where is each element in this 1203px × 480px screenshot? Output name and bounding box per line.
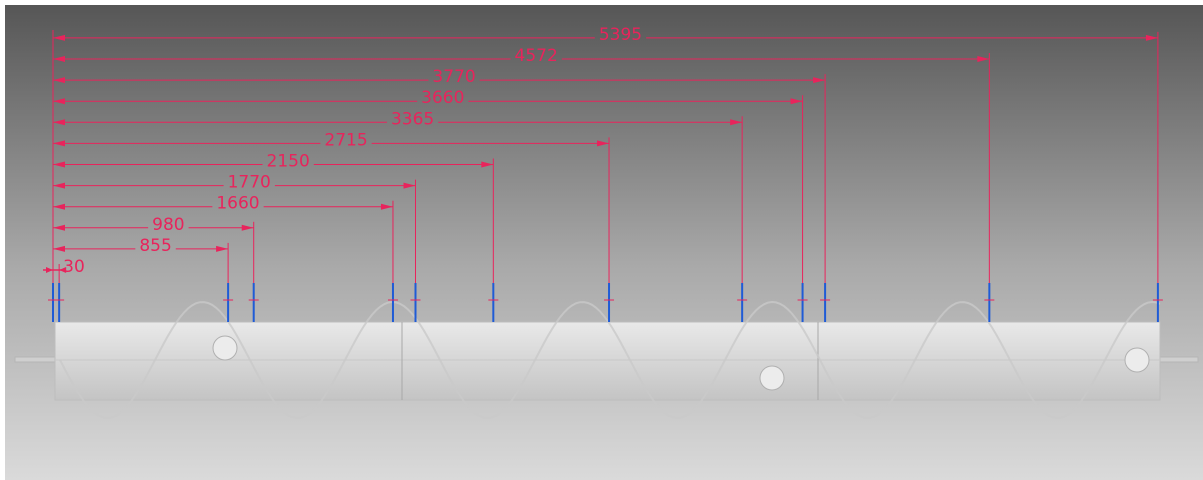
dimension-label: 5395 (599, 25, 642, 45)
dimension-label: 2150 (267, 152, 310, 172)
hole (1125, 348, 1149, 372)
dimension-label: 30 (63, 257, 85, 277)
dimension-label: 855 (139, 236, 171, 256)
cad-view: 30 855980 166017702150 2715 336536603770 4572… (0, 0, 1203, 480)
viewport (5, 5, 1203, 480)
dimension-label: 980 (152, 215, 184, 235)
dimension-label: 4572 (515, 46, 558, 66)
dimension-label: 2715 (324, 130, 367, 150)
dimension-label: 1770 (228, 173, 271, 193)
dimension-label: 3365 (391, 109, 434, 129)
hole (760, 366, 784, 390)
shaft-pin (1158, 357, 1198, 362)
shaft-body (55, 322, 1160, 400)
shaft-pin (15, 357, 55, 362)
dimension-label: 3770 (432, 67, 475, 87)
dimension-label: 1660 (216, 194, 259, 214)
hole (213, 336, 237, 360)
dimension-label: 3660 (421, 88, 464, 108)
